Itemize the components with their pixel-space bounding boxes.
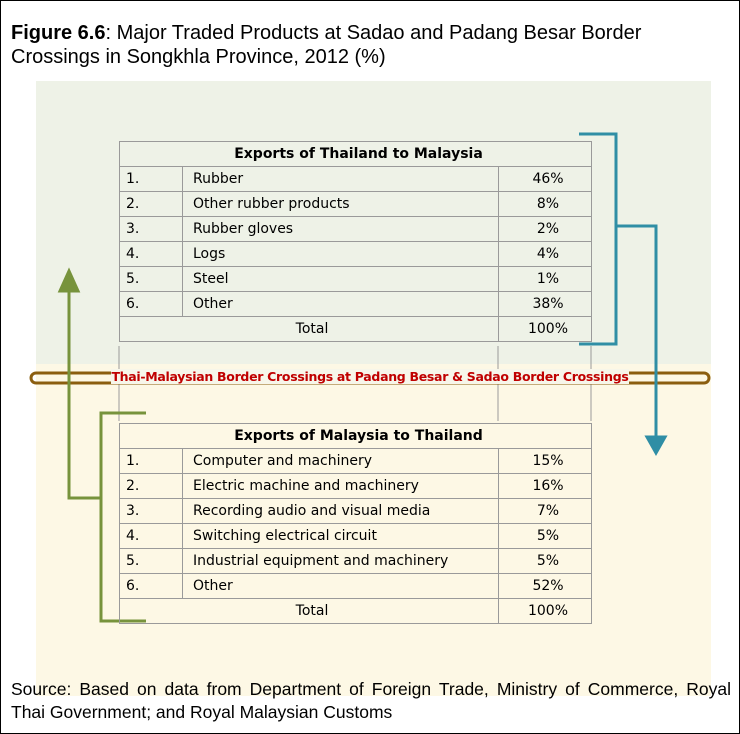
- rank: 1.: [119, 166, 183, 192]
- table-row: 1. Rubber 46%: [119, 166, 592, 192]
- rank: 1.: [119, 448, 183, 474]
- table-row: 1. Computer and machinery 15%: [119, 448, 592, 474]
- total-row: Total 100%: [119, 598, 592, 624]
- rank: 3.: [119, 216, 183, 242]
- figure-number: Figure 6.6: [11, 22, 106, 44]
- share: 52%: [498, 573, 592, 599]
- figure-caption: : Major Traded Products at Sadao and Pad…: [11, 22, 642, 68]
- total-value: 100%: [498, 598, 592, 624]
- total-label: Total: [119, 316, 499, 342]
- share: 4%: [498, 241, 592, 267]
- rank: 2.: [119, 191, 183, 217]
- figure-title: Figure 6.6: Major Traded Products at Sad…: [11, 21, 731, 69]
- rank: 3.: [119, 498, 183, 524]
- table-row: 2. Other rubber products 8%: [119, 191, 592, 217]
- product: Steel: [182, 266, 499, 292]
- rank: 4.: [119, 241, 183, 267]
- rank: 4.: [119, 523, 183, 549]
- rank: 6.: [119, 573, 183, 599]
- rank: 5.: [119, 548, 183, 574]
- share: 38%: [498, 291, 592, 317]
- total-label: Total: [119, 598, 499, 624]
- table-row: 6. Other 52%: [119, 573, 592, 599]
- table-title: Exports of Malaysia to Thailand: [119, 423, 592, 449]
- table-row: 5. Industrial equipment and machinery 5%: [119, 548, 592, 574]
- share: 5%: [498, 523, 592, 549]
- total-value: 100%: [498, 316, 592, 342]
- share: 8%: [498, 191, 592, 217]
- share: 1%: [498, 266, 592, 292]
- share: 46%: [498, 166, 592, 192]
- header-row: Exports of Malaysia to Thailand: [119, 423, 592, 449]
- source-note: Source: Based on data from Department of…: [11, 679, 731, 722]
- border-label: Thai-Malaysian Border Crossings at Padan…: [31, 369, 709, 384]
- table-row: 4. Logs 4%: [119, 241, 592, 267]
- product: Computer and machinery: [182, 448, 499, 474]
- share: 7%: [498, 498, 592, 524]
- table-row: 5. Steel 1%: [119, 266, 592, 292]
- product: Rubber: [182, 166, 499, 192]
- table-row: 4. Switching electrical circuit 5%: [119, 523, 592, 549]
- malaysia-exports-table: Exports of Malaysia to Thailand 1. Compute…: [119, 423, 592, 624]
- table-row: 3. Recording audio and visual media 7%: [119, 498, 592, 524]
- table-title: Exports of Thailand to Malaysia: [119, 141, 592, 167]
- share: 5%: [498, 548, 592, 574]
- product: Industrial equipment and machinery: [182, 548, 499, 574]
- product: Other: [182, 573, 499, 599]
- product: Recording audio and visual media: [182, 498, 499, 524]
- product: Switching electrical circuit: [182, 523, 499, 549]
- rank: 6.: [119, 291, 183, 317]
- rank: 5.: [119, 266, 183, 292]
- table-row: 2. Electric machine and machinery 16%: [119, 473, 592, 499]
- share: 15%: [498, 448, 592, 474]
- product: Logs: [182, 241, 499, 267]
- product: Rubber gloves: [182, 216, 499, 242]
- thailand-exports-table: Exports of Thailand to Malaysia 1. Rubber 4…: [119, 141, 592, 342]
- total-row: Total 100%: [119, 316, 592, 342]
- rank: 2.: [119, 473, 183, 499]
- header-row: Exports of Thailand to Malaysia: [119, 141, 592, 167]
- share: 16%: [498, 473, 592, 499]
- table-row: 3. Rubber gloves 2%: [119, 216, 592, 242]
- share: 2%: [498, 216, 592, 242]
- border-label-text: Thai-Malaysian Border Crossings at Padan…: [111, 369, 629, 384]
- product: Electric machine and machinery: [182, 473, 499, 499]
- product: Other: [182, 291, 499, 317]
- export-arrow-south: [579, 132, 668, 457]
- product: Other rubber products: [182, 191, 499, 217]
- table-row: 6. Other 38%: [119, 291, 592, 317]
